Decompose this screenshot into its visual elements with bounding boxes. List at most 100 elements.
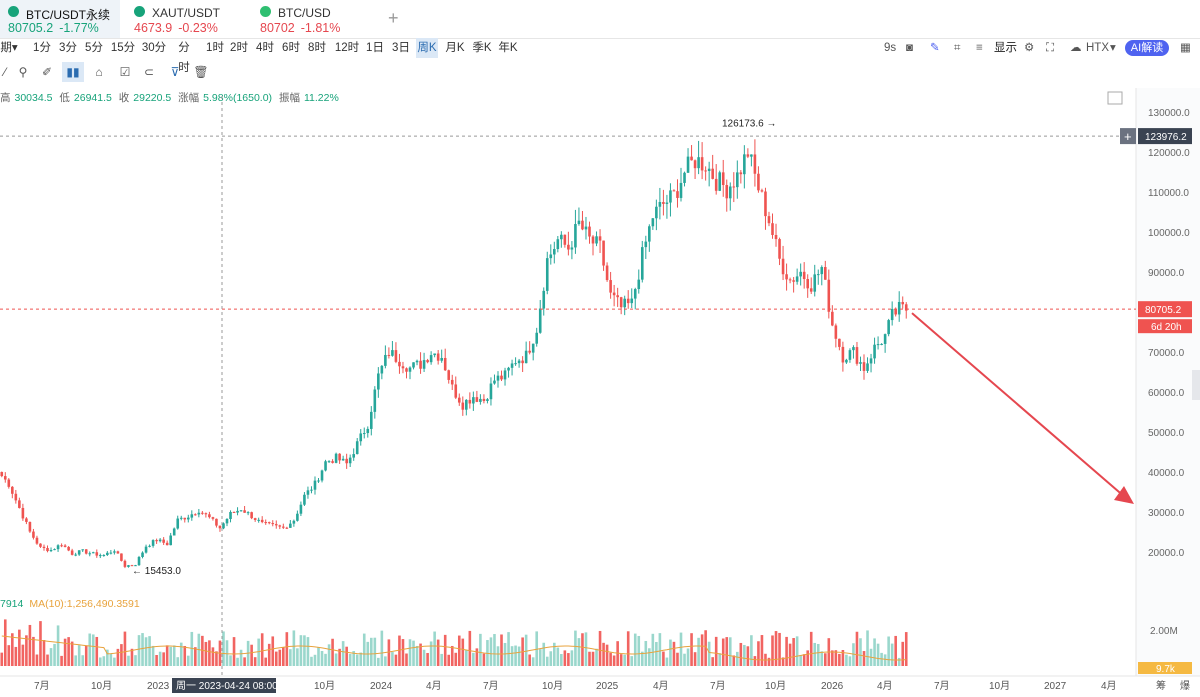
y-tick-label: 40000.0	[1148, 468, 1185, 479]
interval-7[interactable]: 1时	[206, 42, 224, 54]
candle-body	[324, 461, 327, 471]
layout-icon[interactable]: ⌗	[954, 42, 961, 54]
interval-4[interactable]: 15分	[110, 42, 136, 54]
interval-18[interactable]: 年K	[498, 42, 518, 54]
note-icon[interactable]: ☑	[119, 65, 131, 79]
y-tick-label: 50000.0	[1148, 428, 1185, 439]
candle-body	[208, 514, 211, 518]
chevron-down-icon[interactable]: ▾	[1110, 42, 1116, 54]
indicator-icon[interactable]: ≡	[976, 42, 983, 54]
interval-6[interactable]: 分时	[178, 42, 190, 74]
volume-bar	[655, 641, 658, 666]
crosshair-plus-button	[1120, 128, 1136, 145]
candle-body	[296, 513, 299, 521]
volume-bar	[7, 645, 11, 666]
time-tick-label: 4月	[653, 680, 669, 692]
filter-icon[interactable]: ⊽	[170, 65, 180, 79]
candle-body	[419, 360, 422, 369]
brush-icon[interactable]: ✐	[41, 65, 53, 79]
candle-body	[436, 353, 440, 361]
candle-body	[408, 367, 412, 372]
candle-body	[394, 350, 398, 362]
volume-bar	[35, 654, 39, 666]
interval-16[interactable]: 月K	[445, 42, 465, 54]
candle-body	[866, 363, 869, 371]
volume-bar	[781, 657, 785, 666]
time-tick-label: 2023	[147, 681, 170, 692]
interval-14[interactable]: 3日	[392, 42, 410, 54]
tab-btc-usdt-perp[interactable]: BTC/USDT永续 80705.2 -1.77%	[0, 0, 120, 38]
candle-body	[707, 168, 711, 172]
add-tab-button[interactable]: +	[388, 8, 399, 28]
interval-2[interactable]: 3分	[59, 42, 77, 54]
time-tick-label: 10月	[542, 680, 563, 692]
candle-body	[904, 304, 908, 311]
trash-icon[interactable]: 🗑	[193, 65, 209, 79]
ai-analysis-button[interactable]: AI解读	[1125, 40, 1169, 56]
interval-15[interactable]: 周K	[416, 38, 438, 58]
side-handle	[1192, 370, 1200, 400]
fullscreen-icon[interactable]: ⛶	[1046, 42, 1055, 54]
candle-body	[584, 226, 588, 230]
volume-bar	[461, 638, 465, 666]
close-label: 收	[118, 92, 130, 104]
candle-body	[823, 267, 827, 280]
candle-body	[591, 236, 595, 244]
volume-bar	[535, 631, 539, 666]
candle-body	[120, 553, 123, 561]
volume-bar	[21, 644, 25, 666]
interval-12[interactable]: 12时	[334, 42, 360, 54]
volume-bar	[743, 644, 746, 666]
candle-body	[778, 239, 781, 259]
interval-5[interactable]: 30分	[141, 42, 167, 54]
pencil-icon[interactable]: ✎	[930, 42, 940, 54]
interval-8[interactable]: 2时	[230, 42, 248, 54]
interval-11[interactable]: 8时	[308, 42, 326, 54]
time-tick-label: 4月	[877, 680, 893, 692]
candle-body	[887, 320, 890, 335]
candle-body	[243, 510, 246, 513]
candle-body	[3, 476, 7, 480]
candle-body	[303, 494, 306, 505]
display-button[interactable]: 显示	[994, 42, 1017, 54]
volume-bar	[327, 644, 331, 666]
interval-1[interactable]: 1分	[33, 42, 51, 54]
ruler-icon[interactable]: ⚲	[18, 65, 28, 79]
candle-body	[204, 513, 208, 515]
interval-9[interactable]: 4时	[256, 42, 274, 54]
drawing-toolbar: ⁄ ⚲ ✐ ▮▮ ⌂ ☑ ⊂ ⊽ 🗑	[0, 62, 220, 84]
magnet-icon[interactable]: ⊂	[143, 65, 155, 79]
interval-0[interactable]: 期▾	[0, 42, 18, 54]
tab-btc-usd[interactable]: BTC/USD 80702 -1.81%	[252, 0, 372, 38]
candle-body	[433, 353, 436, 356]
volume-bar	[588, 651, 591, 666]
camera-icon[interactable]: ◙	[906, 42, 913, 54]
interval-17[interactable]: 季K	[472, 42, 492, 54]
interval-13[interactable]: 1日	[366, 42, 384, 54]
exchange-select[interactable]: HTX	[1086, 42, 1109, 54]
interval-3[interactable]: 5分	[85, 42, 103, 54]
countdown-label: 9s	[884, 42, 897, 54]
change-label: 涨幅	[178, 92, 200, 104]
settings-icon[interactable]: ⚙	[1024, 42, 1035, 54]
interval-10[interactable]: 6时	[282, 42, 300, 54]
volume-bar	[348, 653, 352, 666]
time-tick-label: 4月	[1101, 680, 1117, 692]
ohlc-readout: 高 30034.5 低 26941.5 收 29220.5 涨幅 5.98%(1650.…	[0, 90, 343, 105]
y-tick-label: 80000.0	[1148, 308, 1185, 319]
candle-body	[567, 244, 570, 250]
candle-body	[630, 298, 634, 304]
time-tick-label: 7月	[710, 680, 726, 692]
lock-icon[interactable]: ⌂	[95, 65, 103, 79]
candlestick-tool-icon[interactable]: ▮▮	[62, 62, 84, 82]
ray-tool-icon[interactable]: ⁄	[3, 65, 6, 79]
candle-body	[56, 545, 60, 550]
candle-body	[123, 560, 127, 567]
volume-bar	[369, 637, 373, 666]
volume-bar	[401, 639, 405, 666]
volume-bar	[503, 642, 507, 666]
candle-body	[802, 271, 806, 280]
grid-icon[interactable]: ▦	[1180, 42, 1191, 54]
tab-xaut-usdt[interactable]: XAUT/USDT 4673.9 -0.23%	[126, 0, 246, 38]
candle-body	[489, 383, 493, 400]
